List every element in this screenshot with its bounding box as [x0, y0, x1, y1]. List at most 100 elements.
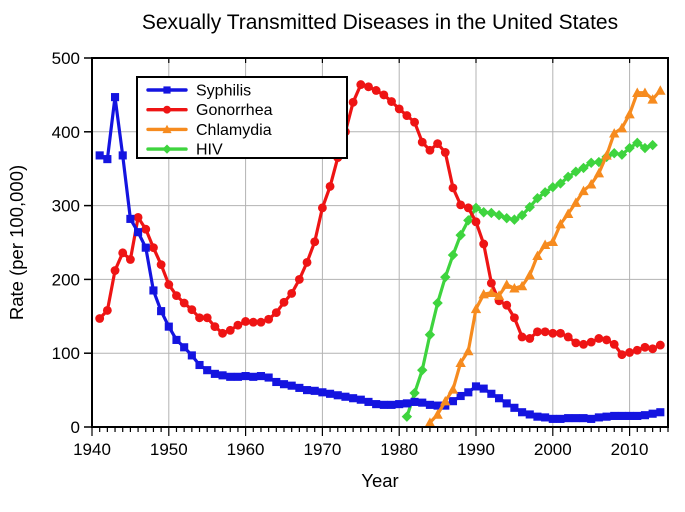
data-point: [371, 86, 381, 95]
data-point: [647, 94, 658, 104]
data-point: [471, 382, 481, 391]
data-point: [418, 398, 427, 407]
data-point: [625, 411, 634, 420]
data-point: [256, 372, 266, 381]
data-point: [149, 286, 158, 295]
data-point: [424, 417, 436, 427]
data-point: [149, 243, 158, 253]
data-point: [210, 322, 220, 332]
data-point: [302, 258, 312, 267]
data-point: [556, 414, 565, 423]
data-point: [571, 414, 580, 423]
x-axis-title: Year: [361, 470, 398, 491]
data-point: [425, 145, 435, 155]
data-point: [594, 334, 604, 343]
data-point: [349, 394, 358, 403]
data-point: [524, 201, 535, 213]
data-point: [179, 298, 189, 308]
data-point: [640, 342, 650, 352]
data-point: [447, 384, 459, 394]
data-point: [425, 400, 434, 409]
data-point: [555, 218, 566, 229]
data-point: [616, 149, 628, 160]
data-point: [202, 313, 212, 323]
data-point: [248, 317, 258, 327]
data-point: [518, 408, 527, 417]
legend: Syphilis Gonorrhea Chlamydia HIV: [136, 76, 348, 159]
data-point: [648, 409, 657, 418]
data-point: [402, 399, 411, 408]
data-point: [525, 334, 535, 343]
data-point: [317, 203, 327, 213]
y-tick-label: 0: [71, 418, 80, 437]
data-point: [195, 313, 204, 323]
data-point: [463, 215, 474, 226]
data-point: [562, 171, 574, 183]
y-axis-title: Rate (per 100,000): [6, 165, 27, 320]
data-point: [103, 155, 112, 164]
data-point: [333, 391, 342, 400]
data-point: [570, 166, 582, 177]
data-point: [639, 87, 651, 97]
data-point: [632, 345, 642, 355]
data-point: [479, 239, 489, 249]
data-point: [479, 384, 488, 393]
y-tick-label: 500: [52, 49, 80, 68]
data-point: [586, 178, 597, 189]
data-point: [470, 202, 482, 214]
data-point: [602, 412, 611, 421]
data-point: [586, 157, 597, 168]
data-point: [586, 337, 596, 347]
plot-frame: [91, 57, 669, 428]
data-point: [279, 380, 289, 389]
data-point: [294, 274, 304, 284]
data-point: [241, 317, 251, 326]
data-point: [233, 372, 242, 381]
data-point: [162, 144, 172, 154]
data-point: [471, 217, 481, 227]
data-point: [555, 178, 566, 189]
data-point: [517, 332, 527, 342]
axis-tick-labels: 1940 1950 1960 1970 1980 1990 2000 2010 0 100 200 3…: [52, 49, 649, 459]
y-tick-label: 100: [52, 344, 80, 363]
data-point: [617, 411, 626, 420]
data-point: [118, 248, 128, 258]
chart-title: Sexually Transmitted Diseases in the Uni…: [142, 11, 618, 34]
data-point: [616, 122, 628, 133]
data-point: [533, 327, 542, 337]
data-point: [463, 345, 474, 356]
data-point: [478, 288, 489, 299]
data-point: [639, 142, 651, 154]
data-point: [187, 351, 196, 360]
data-point: [532, 250, 543, 261]
data-point: [364, 82, 373, 92]
legend-label-chlamydia: Chlamydia: [196, 122, 272, 139]
data-point: [541, 413, 550, 422]
data-point: [632, 137, 643, 149]
data-point: [502, 300, 512, 310]
data-point: [447, 249, 459, 261]
data-point: [455, 357, 466, 368]
data-point: [402, 111, 412, 120]
data-point: [141, 224, 151, 234]
data-point: [609, 148, 620, 159]
data-point: [348, 97, 358, 107]
data-point: [640, 411, 650, 420]
data-point: [579, 414, 588, 423]
series-gonorrhea: [95, 80, 665, 360]
data-point: [539, 239, 551, 249]
data-point: [264, 314, 274, 324]
data-point: [578, 162, 589, 174]
data-point: [579, 339, 588, 349]
data-point: [510, 403, 519, 412]
data-point: [264, 373, 273, 382]
data-point: [271, 308, 281, 318]
data-point: [417, 364, 428, 376]
data-point: [156, 260, 166, 270]
series-chlamydia: [424, 85, 666, 427]
data-point: [532, 193, 543, 204]
data-point: [172, 335, 181, 344]
data-point: [502, 399, 511, 408]
data-point: [424, 329, 436, 340]
